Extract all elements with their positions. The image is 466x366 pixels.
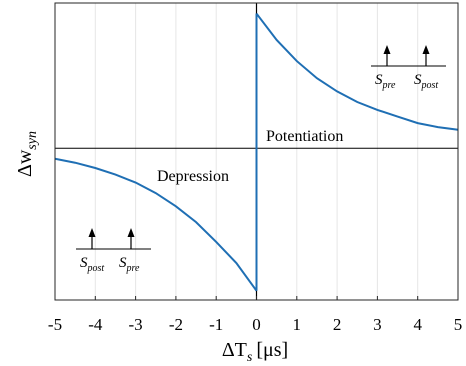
curves [54,12,459,292]
x-tick-label: -1 [209,315,223,334]
spike-arrow-head [88,228,96,237]
depression-label: Depression [157,168,229,185]
spike-arrow-head [422,45,430,54]
x-tick-label: -3 [129,315,143,334]
spike-label: Spost [80,255,104,274]
potentiation-label: Potentiation [266,128,343,145]
x-tick-label: -2 [169,315,183,334]
spike-order-depression: Spost Spre [76,228,151,274]
potentiation-curve [255,12,459,131]
x-tick-label: -4 [88,315,103,334]
x-tick-label: 2 [333,315,342,334]
x-tick-label: 3 [373,315,382,334]
x-tick-label: -5 [48,315,62,334]
x-tick-label: 5 [454,315,463,334]
y-axis-label: Δwsyn [14,131,40,177]
depression-curve [54,157,258,292]
spike-label: Spre [119,255,140,274]
spike-arrow-head [383,45,391,54]
spike-label: Spre [375,72,396,91]
spike-label: Spost [414,72,438,91]
x-axis-label: ΔTs [μs] [222,339,288,365]
x-tick-label: 0 [252,315,261,334]
x-tick-labels: -5 -4 -3 -2 -1 0 1 2 3 4 5 [48,296,462,334]
x-tick-label: 4 [413,315,422,334]
x-tick-label: 1 [293,315,302,334]
spike-order-potentiation: Spre Spost [371,45,446,91]
spike-arrow-head [127,228,135,237]
